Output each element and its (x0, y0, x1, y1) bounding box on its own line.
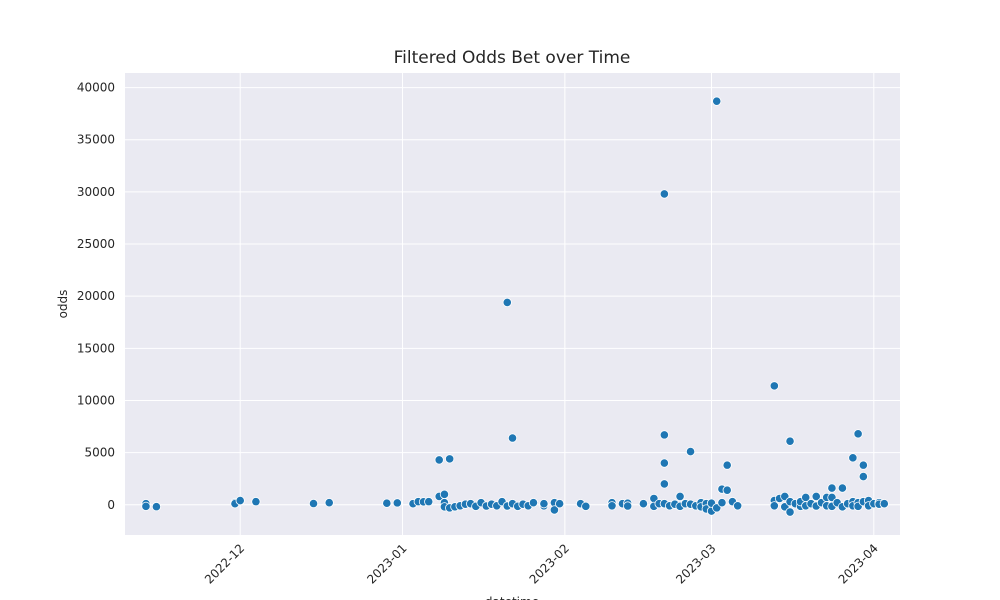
data-point (858, 471, 868, 482)
data-point (659, 458, 669, 468)
chart-title: Filtered Odds Bet over Time (394, 48, 631, 68)
y-tick-label: 5000 (84, 446, 115, 460)
data-point (382, 498, 392, 508)
data-point (858, 460, 868, 470)
data-point (539, 499, 549, 509)
x-axis-label: datetime (485, 595, 539, 600)
x-tick-label: 2023-03 (673, 541, 718, 586)
data-point (151, 502, 162, 512)
data-point (549, 505, 559, 515)
y-tick-label: 20000 (77, 289, 115, 303)
data-point (623, 501, 633, 511)
data-point (392, 498, 402, 508)
y-tick-label: 10000 (77, 393, 115, 407)
y-tick-label: 40000 (77, 81, 115, 95)
data-point (717, 498, 727, 508)
data-point (785, 436, 795, 446)
data-point (659, 479, 669, 489)
data-point (685, 446, 696, 457)
y-axis-label: odds (56, 290, 70, 319)
data-point (502, 297, 512, 308)
data-points (141, 96, 889, 517)
data-point (251, 497, 261, 507)
data-point (235, 495, 245, 506)
data-point (439, 489, 450, 499)
data-point (507, 433, 518, 443)
data-point (769, 381, 779, 391)
data-point (722, 485, 732, 495)
y-tick-label: 25000 (77, 237, 115, 251)
data-point (141, 501, 151, 511)
data-point (581, 501, 591, 511)
data-point (879, 499, 889, 509)
data-point (733, 501, 743, 511)
data-point (555, 499, 565, 509)
data-point (837, 483, 847, 493)
plot-area (125, 73, 900, 535)
x-tick-label: 2023-01 (364, 541, 409, 586)
data-point (434, 455, 444, 465)
y-tick-label: 0 (107, 498, 115, 512)
data-point (445, 454, 455, 464)
data-point (853, 429, 863, 439)
y-tick-label: 15000 (77, 341, 115, 355)
x-tick-label: 2022-12 (202, 541, 247, 586)
grid-lines (125, 73, 900, 535)
y-tick-label: 35000 (77, 133, 115, 147)
data-point (811, 491, 821, 502)
data-point (659, 189, 669, 199)
y-tick-label: 30000 (77, 185, 115, 199)
data-point (785, 507, 795, 517)
data-point (308, 498, 319, 509)
data-point (712, 96, 722, 106)
data-point (528, 498, 539, 508)
data-point (324, 498, 334, 508)
data-point (675, 491, 685, 502)
data-point (769, 501, 779, 511)
data-point (827, 483, 837, 493)
x-tick-label: 2023-04 (836, 541, 881, 586)
data-point (638, 499, 649, 509)
data-point (607, 501, 617, 511)
x-tick-label: 2023-02 (527, 541, 572, 586)
data-point (659, 430, 669, 440)
data-point (848, 453, 858, 463)
data-point (722, 460, 732, 470)
data-point (424, 497, 434, 507)
